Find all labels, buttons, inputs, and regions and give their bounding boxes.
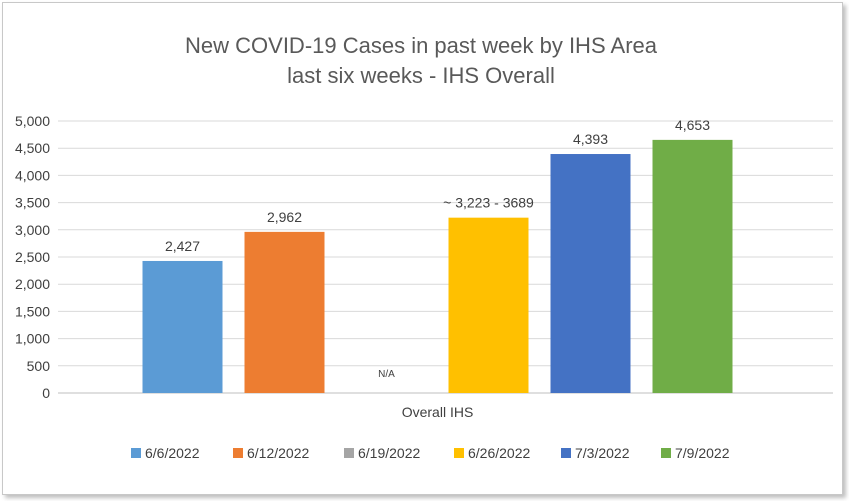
legend-swatch [561, 448, 571, 458]
y-tick-label: 4,500 [15, 140, 50, 156]
x-axis-categories: Overall IHS [402, 404, 474, 420]
y-tick-label: 500 [27, 358, 51, 374]
data-labels: 2,427 2,962 N/A ~ 3,223 - 3689 4,393 4,653 [165, 117, 710, 380]
legend-swatch [344, 448, 354, 458]
y-tick-label: 0 [42, 385, 50, 401]
bar-6-6-2022 [142, 260, 223, 393]
y-tick-label: 1,000 [15, 331, 50, 347]
legend-label: 7/3/2022 [575, 445, 630, 461]
legend-swatch [661, 448, 671, 458]
legend-swatch [233, 448, 243, 458]
legend: 6/6/2022 6/12/2022 6/19/2022 6/26/2022 7/3/2… [131, 445, 730, 461]
legend-label: 6/26/2022 [468, 445, 530, 461]
legend-label: 7/9/2022 [675, 445, 730, 461]
data-label: N/A [378, 369, 395, 380]
legend-swatch [454, 448, 464, 458]
y-tick-label: 2,000 [15, 276, 50, 292]
data-label: 4,653 [675, 117, 710, 133]
bar-7-9-2022 [652, 139, 733, 393]
data-label: ~ 3,223 - 3689 [443, 195, 534, 211]
x-category-label: Overall IHS [402, 404, 474, 420]
legend-label: 6/19/2022 [358, 445, 420, 461]
chart-subtitle: last six weeks - IHS Overall [287, 63, 555, 88]
legend-label: 6/6/2022 [145, 445, 200, 461]
data-label: 4,393 [573, 131, 608, 147]
data-label: 2,427 [165, 238, 200, 254]
legend-label: 6/12/2022 [247, 445, 309, 461]
y-tick-label: 3,000 [15, 222, 50, 238]
legend-swatch [131, 448, 141, 458]
bars [142, 139, 733, 393]
data-label: 2,962 [267, 209, 302, 225]
y-axis-ticks: 0 500 1,000 1,500 2,000 2,500 3,000 3,500 4,000 4… [15, 113, 50, 401]
chart-svg: New COVID-19 Cases in past week by IHS A… [15, 33, 833, 461]
y-tick-label: 5,000 [15, 113, 50, 129]
bar-7-3-2022 [550, 154, 631, 393]
y-tick-label: 3,500 [15, 195, 50, 211]
bar-6-26-2022 [448, 217, 529, 393]
chart-title: New COVID-19 Cases in past week by IHS A… [185, 33, 658, 58]
y-tick-label: 4,000 [15, 167, 50, 183]
y-tick-label: 1,500 [15, 303, 50, 319]
chart-frame: New COVID-19 Cases in past week by IHS A… [2, 2, 843, 495]
bar-6-12-2022 [244, 231, 325, 393]
y-tick-label: 2,500 [15, 249, 50, 265]
